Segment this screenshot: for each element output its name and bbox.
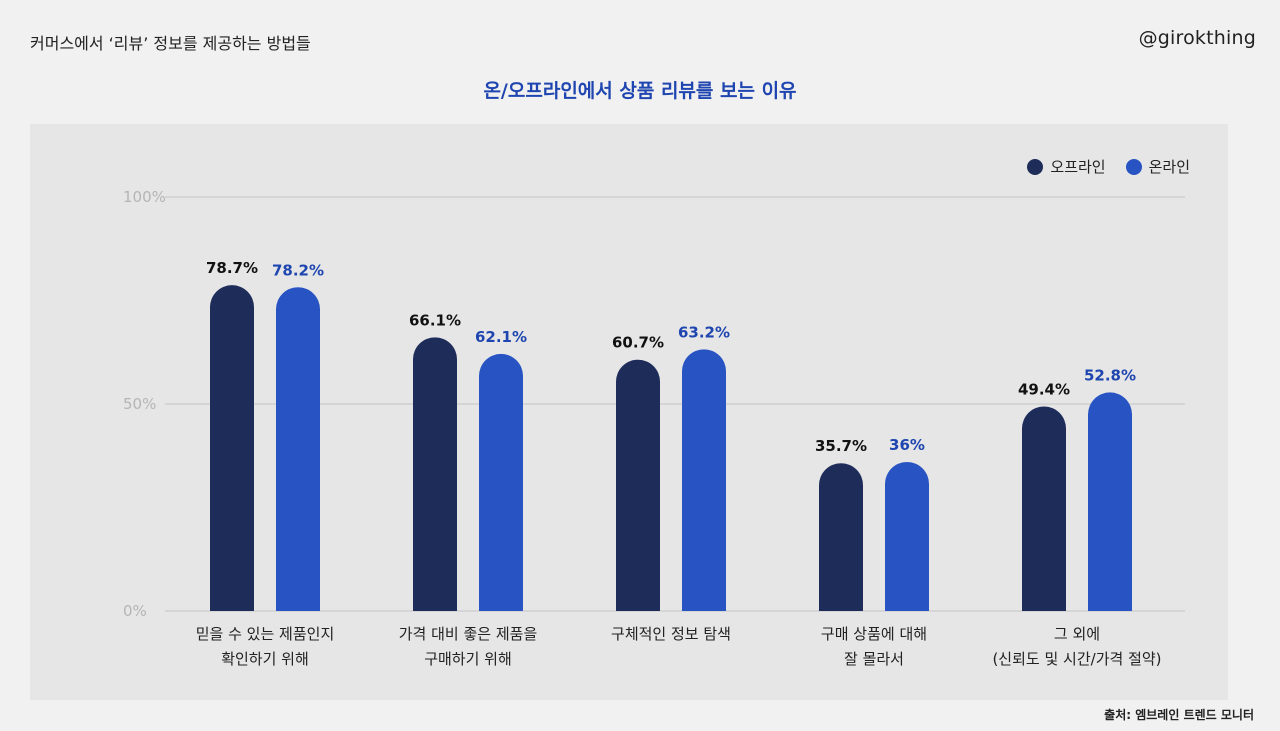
bar-online	[885, 461, 929, 611]
data-label-online: 52.8%	[1084, 366, 1136, 384]
data-label-online: 63.2%	[678, 323, 730, 341]
bar-offline	[1022, 406, 1066, 611]
data-label-offline: 35.7%	[815, 437, 867, 455]
data-label-offline: 60.7%	[612, 334, 664, 352]
source-note: 출처: 엠브레인 트렌드 모니터	[1104, 708, 1254, 722]
data-label-offline: 66.1%	[409, 311, 461, 329]
legend-label-online: 온라인	[1148, 158, 1190, 176]
legend-label-offline: 오프라인	[1050, 158, 1106, 176]
data-label-online: 36%	[889, 436, 925, 454]
category-label: 구매하기 위해	[424, 650, 512, 668]
legend-swatch-online	[1125, 158, 1142, 175]
data-label-online: 62.1%	[475, 328, 527, 346]
data-label-offline: 49.4%	[1018, 380, 1070, 398]
category-label: 그 외에	[1054, 625, 1100, 643]
chart-title: 온/오프라인에서 상품 리뷰를 보는 이유	[483, 80, 797, 102]
bar-offline	[210, 285, 254, 611]
category-label: 잘 몰라서	[844, 650, 904, 668]
category-label: 믿을 수 있는 제품인지	[196, 625, 335, 643]
document-title: 커머스에서 ‘리뷰’ 정보를 제공하는 방법들	[30, 34, 311, 53]
y-tick-label: 50%	[123, 395, 156, 413]
bar-online	[1088, 392, 1132, 611]
category-label: 구체적인 정보 탐색	[611, 625, 731, 643]
bar-offline	[616, 359, 660, 611]
data-label-offline: 78.7%	[206, 259, 258, 277]
legend-item-offline: 오프라인	[1027, 156, 1106, 177]
category-label: 구매 상품에 대해	[821, 625, 927, 643]
category-label: 가격 대비 좋은 제품을	[399, 625, 538, 643]
category-label: (신뢰도 및 시간/가격 절약)	[992, 650, 1161, 668]
bar-online	[682, 349, 726, 611]
legend: 오프라인 온라인	[1027, 156, 1190, 177]
brand-handle: @girokthing	[1138, 27, 1256, 49]
bar-offline	[413, 337, 457, 611]
bar-offline	[819, 463, 863, 611]
category-label: 확인하기 위해	[221, 650, 309, 668]
bar-online	[479, 353, 523, 611]
data-label-online: 78.2%	[272, 261, 324, 279]
bar-online	[276, 287, 320, 611]
y-tick-label: 100%	[123, 188, 166, 206]
legend-swatch-offline	[1027, 158, 1044, 175]
y-tick-label: 0%	[123, 602, 147, 620]
legend-item-online: 온라인	[1125, 156, 1190, 177]
